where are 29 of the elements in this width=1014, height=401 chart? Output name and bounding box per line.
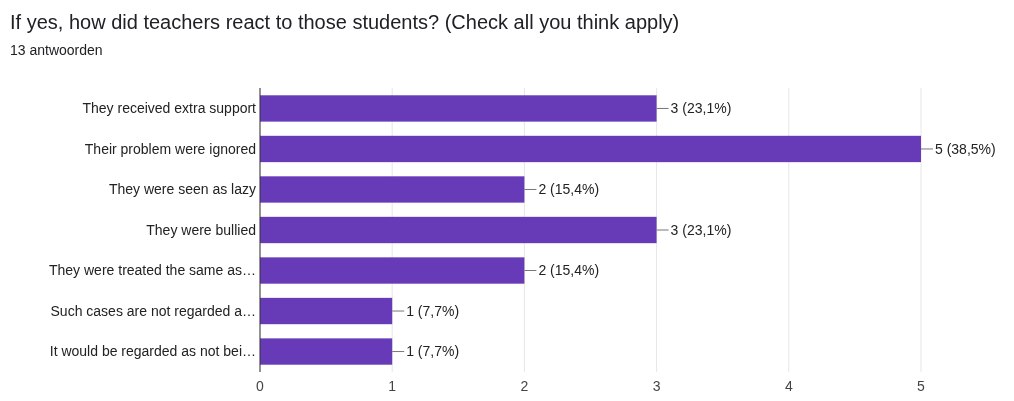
bar: [260, 297, 393, 325]
data-label: 1 (7,7%): [406, 343, 460, 360]
data-label: 2 (15,4%): [538, 181, 600, 198]
data-label: 2 (15,4%): [538, 262, 600, 279]
x-tick-label: 1: [388, 378, 397, 394]
y-tick-label: They were treated the same as…: [49, 262, 256, 279]
bar: [260, 95, 657, 122]
x-tick-label: 0: [256, 378, 265, 394]
x-tick-label: 2: [520, 378, 529, 394]
data-label: 3 (23,1%): [670, 100, 732, 117]
x-tick-label: 3: [652, 378, 661, 394]
data-label: 5 (38,5%): [935, 140, 996, 157]
bar: [260, 216, 657, 244]
y-tick-label: It would be regarded as not bei…: [49, 343, 256, 360]
x-tick-label: 4: [784, 378, 793, 394]
y-tick-label: Such cases are not regarded a…: [50, 302, 256, 319]
bar: [260, 176, 525, 203]
data-label: 3 (23,1%): [670, 221, 732, 238]
bar: [260, 135, 921, 163]
text: 13 antwoorden: [10, 42, 103, 58]
y-tick-label: They were seen as lazy: [108, 181, 256, 198]
y-tick-label: They received extra support: [82, 100, 257, 117]
data-label: 1 (7,7%): [406, 302, 460, 319]
y-tick-label: Their problem were ignored: [84, 140, 256, 157]
bar: [260, 257, 525, 284]
chart-title: If yes, how did teachers react to those students? (Check all you think apply): [10, 11, 680, 33]
bar: [260, 338, 393, 365]
y-tick-label: They were bullied: [146, 221, 256, 238]
x-tick-label: 5: [917, 378, 926, 394]
